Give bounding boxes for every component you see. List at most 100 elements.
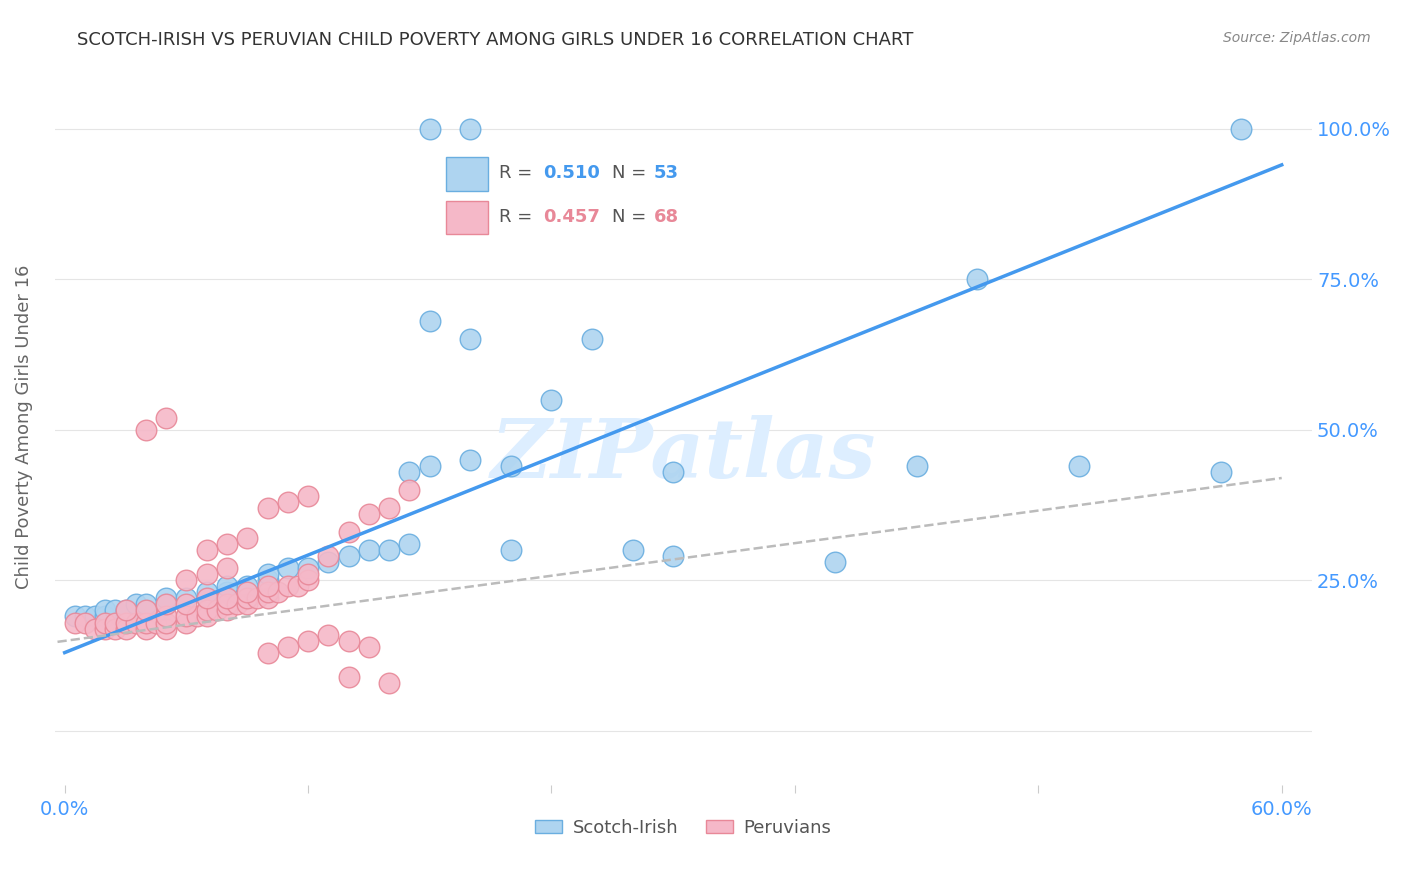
Point [155, 591, 177, 606]
Point [256, 591, 278, 606]
Point [155, 410, 177, 425]
Point [460, 121, 482, 136]
Point [1067, 458, 1090, 473]
Point [398, 537, 420, 551]
Point [155, 609, 177, 624]
Point [266, 585, 288, 599]
Point [905, 458, 928, 473]
Point [135, 615, 157, 630]
Point [176, 609, 198, 624]
Point [195, 567, 218, 582]
Point [155, 598, 177, 612]
Point [357, 543, 380, 558]
Point [63, 615, 86, 630]
Point [378, 501, 401, 516]
Point [94, 603, 117, 617]
Text: Source: ZipAtlas.com: Source: ZipAtlas.com [1223, 31, 1371, 45]
Point [73, 609, 96, 624]
Point [460, 333, 482, 347]
Point [398, 465, 420, 479]
Point [1230, 121, 1253, 136]
Point [176, 574, 198, 588]
Point [73, 615, 96, 630]
Point [186, 609, 208, 624]
Point [277, 561, 299, 575]
Point [195, 585, 218, 599]
Point [337, 670, 360, 684]
Point [236, 531, 259, 545]
Point [287, 579, 309, 593]
Point [256, 585, 278, 599]
Point [277, 640, 299, 654]
Point [297, 574, 319, 588]
Point [824, 555, 846, 569]
Point [205, 603, 228, 617]
Point [297, 567, 319, 582]
Point [419, 314, 441, 328]
Point [63, 609, 86, 624]
Point [215, 591, 238, 606]
Point [256, 501, 278, 516]
Point [195, 591, 218, 606]
Point [662, 465, 685, 479]
Point [124, 615, 146, 630]
Point [104, 615, 127, 630]
Point [155, 598, 177, 612]
Point [114, 603, 136, 617]
Point [297, 561, 319, 575]
Point [256, 567, 278, 582]
Point [318, 555, 340, 569]
Point [236, 585, 259, 599]
Point [84, 609, 107, 624]
Point [256, 646, 278, 660]
Point [297, 633, 319, 648]
Point [215, 603, 238, 617]
Point [215, 598, 238, 612]
Point [246, 591, 269, 606]
Point [357, 640, 380, 654]
Point [195, 591, 218, 606]
Point [277, 579, 299, 593]
Point [277, 495, 299, 509]
Point [419, 121, 441, 136]
Point [195, 603, 218, 617]
Point [155, 615, 177, 630]
Point [145, 615, 167, 630]
Point [176, 598, 198, 612]
Point [114, 603, 136, 617]
Y-axis label: Child Poverty Among Girls Under 16: Child Poverty Among Girls Under 16 [15, 265, 32, 589]
Point [236, 579, 259, 593]
Point [135, 603, 157, 617]
Point [499, 543, 522, 558]
Point [621, 543, 644, 558]
Point [540, 392, 562, 407]
Point [155, 622, 177, 636]
Point [966, 272, 988, 286]
Point [135, 622, 157, 636]
Point [236, 591, 259, 606]
Point [114, 622, 136, 636]
Point [215, 579, 238, 593]
Text: SCOTCH-IRISH VS PERUVIAN CHILD POVERTY AMONG GIRLS UNDER 16 CORRELATION CHART: SCOTCH-IRISH VS PERUVIAN CHILD POVERTY A… [77, 31, 914, 49]
Point [378, 543, 401, 558]
Point [460, 453, 482, 467]
Point [114, 609, 136, 624]
Point [94, 615, 117, 630]
Point [337, 525, 360, 540]
Point [215, 585, 238, 599]
Point [337, 549, 360, 564]
Point [398, 483, 420, 497]
Point [135, 598, 157, 612]
Point [318, 549, 340, 564]
Point [357, 507, 380, 521]
Point [195, 609, 218, 624]
Point [419, 458, 441, 473]
Point [297, 489, 319, 503]
Point [104, 603, 127, 617]
Text: ZIPatlas: ZIPatlas [491, 416, 876, 495]
Point [135, 423, 157, 437]
Point [84, 622, 107, 636]
Point [318, 627, 340, 641]
Point [114, 615, 136, 630]
Point [662, 549, 685, 564]
